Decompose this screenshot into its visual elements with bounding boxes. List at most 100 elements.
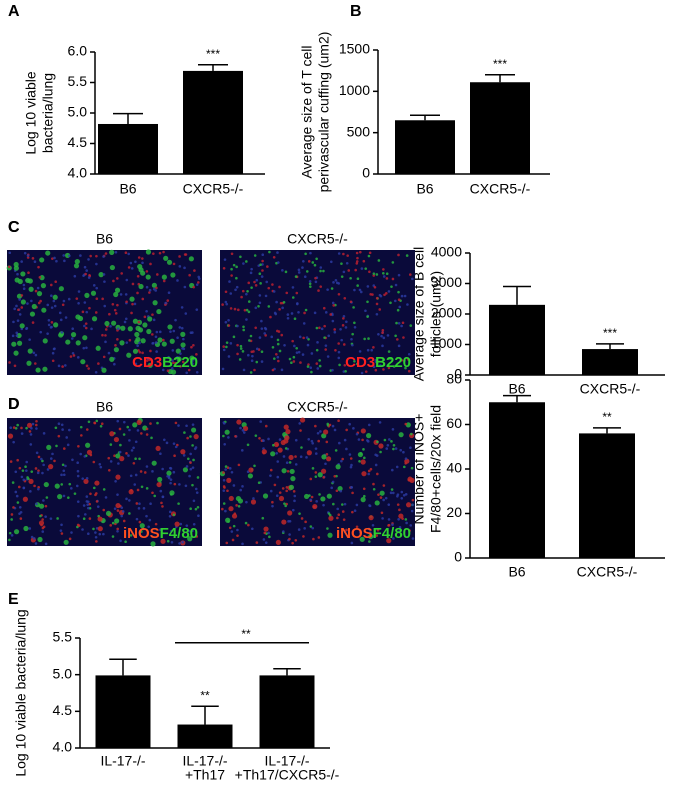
cell — [116, 509, 120, 512]
cell — [141, 297, 145, 301]
cell — [262, 439, 265, 443]
cell — [102, 488, 106, 491]
cell — [353, 359, 356, 363]
cell — [147, 362, 153, 368]
cell — [161, 495, 165, 499]
cell — [398, 508, 401, 512]
cell — [46, 444, 52, 450]
cell — [236, 324, 239, 328]
cell — [272, 443, 275, 447]
cell — [389, 301, 392, 305]
cell — [362, 259, 366, 263]
cell — [333, 330, 337, 334]
cell — [25, 327, 28, 331]
cell — [179, 352, 182, 355]
cell — [25, 469, 28, 472]
cell — [386, 334, 390, 337]
cell — [271, 368, 275, 372]
cell — [16, 319, 20, 322]
cell — [314, 424, 317, 428]
cell — [258, 301, 262, 305]
cell — [263, 526, 269, 532]
cell — [369, 292, 372, 296]
cell — [334, 348, 337, 352]
cell — [224, 320, 228, 324]
cell — [388, 438, 391, 441]
bar — [395, 120, 455, 174]
cell — [274, 312, 278, 316]
cell — [255, 541, 259, 544]
cell — [132, 446, 135, 450]
cell — [39, 299, 42, 303]
cell — [172, 329, 176, 333]
cell — [116, 338, 119, 341]
cell — [138, 350, 142, 354]
cell — [353, 288, 356, 292]
cell — [142, 507, 146, 510]
cell — [227, 436, 230, 439]
cell — [42, 366, 48, 372]
cell — [391, 277, 395, 281]
cell — [62, 254, 66, 257]
cell — [34, 289, 38, 293]
cell — [394, 447, 398, 450]
cell — [376, 440, 379, 444]
cell — [95, 297, 99, 301]
cell — [168, 514, 172, 518]
cell — [28, 286, 34, 292]
cell — [170, 272, 176, 278]
cell — [253, 368, 256, 372]
cell — [157, 337, 163, 343]
cell — [390, 285, 393, 288]
cell — [299, 429, 302, 432]
cell — [322, 306, 326, 310]
cell — [140, 338, 146, 344]
micrograph — [220, 250, 415, 375]
cell — [125, 341, 129, 344]
cell — [280, 368, 284, 372]
cell — [384, 292, 388, 295]
cell — [174, 521, 180, 527]
cell — [138, 520, 142, 524]
cell — [368, 251, 372, 255]
cell — [258, 436, 261, 440]
cell — [278, 308, 281, 311]
cell — [225, 345, 228, 349]
cell — [149, 422, 152, 425]
cell — [87, 420, 91, 424]
cell — [109, 524, 113, 527]
cell — [162, 279, 166, 283]
cell — [50, 294, 53, 298]
cell — [322, 269, 325, 273]
cell — [70, 487, 73, 490]
cell — [372, 365, 376, 368]
cell — [191, 331, 194, 334]
cell — [351, 510, 354, 514]
cell — [314, 447, 318, 450]
cell — [114, 250, 118, 254]
cell — [20, 294, 24, 297]
cell — [7, 433, 14, 439]
cell — [154, 335, 158, 339]
cell — [58, 286, 64, 292]
cell — [379, 450, 382, 454]
cell — [228, 506, 234, 512]
cell — [134, 473, 138, 477]
cell — [180, 326, 184, 330]
stain-label: iNOSF4/80 — [123, 525, 198, 542]
cell — [15, 494, 19, 498]
cell — [331, 301, 335, 305]
cell — [252, 497, 255, 500]
cell — [328, 423, 332, 427]
y-axis-label: Average size of T cell — [299, 45, 315, 178]
cell — [250, 359, 254, 363]
cell — [308, 282, 312, 286]
cell — [124, 293, 128, 296]
cell — [23, 251, 27, 255]
cell — [138, 457, 141, 461]
cell — [303, 275, 307, 278]
cell — [402, 450, 405, 454]
cell — [94, 370, 98, 374]
cell — [36, 291, 43, 297]
